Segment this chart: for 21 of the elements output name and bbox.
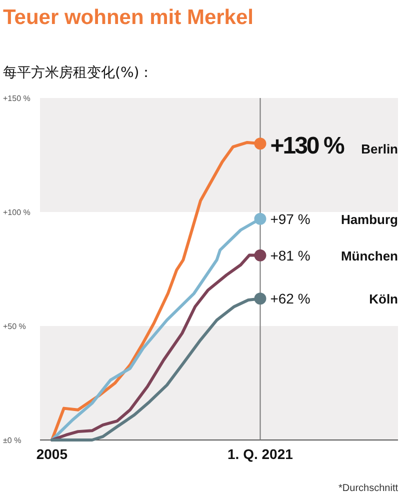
point (254, 138, 266, 150)
data-label: +62 % (270, 290, 310, 307)
y-tick-label: +50 % (3, 322, 26, 331)
point (254, 292, 266, 305)
y-tick-label: +150 % (3, 94, 30, 103)
point (254, 249, 266, 262)
chart-subtitle: 每平方米房租变化(%)： (3, 65, 154, 81)
text: Hamburg (340, 212, 398, 227)
text: Berlin (361, 142, 398, 157)
data-label: +97 % (270, 210, 310, 227)
text: München (340, 248, 398, 264)
data-label: +81 % (270, 247, 310, 264)
data-label: +130 % (270, 132, 344, 160)
x-tick-label: 2005 (36, 446, 68, 462)
point (254, 212, 266, 225)
y-tick-label: +100 % (3, 208, 30, 217)
text: Köln (369, 292, 398, 307)
text: *Durchschnitt (338, 483, 398, 494)
chart-title: Teuer wohnen mit Merkel (3, 6, 254, 29)
y-tick-label: ±0 % (3, 436, 22, 445)
x-tick-label: 1. Q. 2021 (228, 446, 294, 462)
